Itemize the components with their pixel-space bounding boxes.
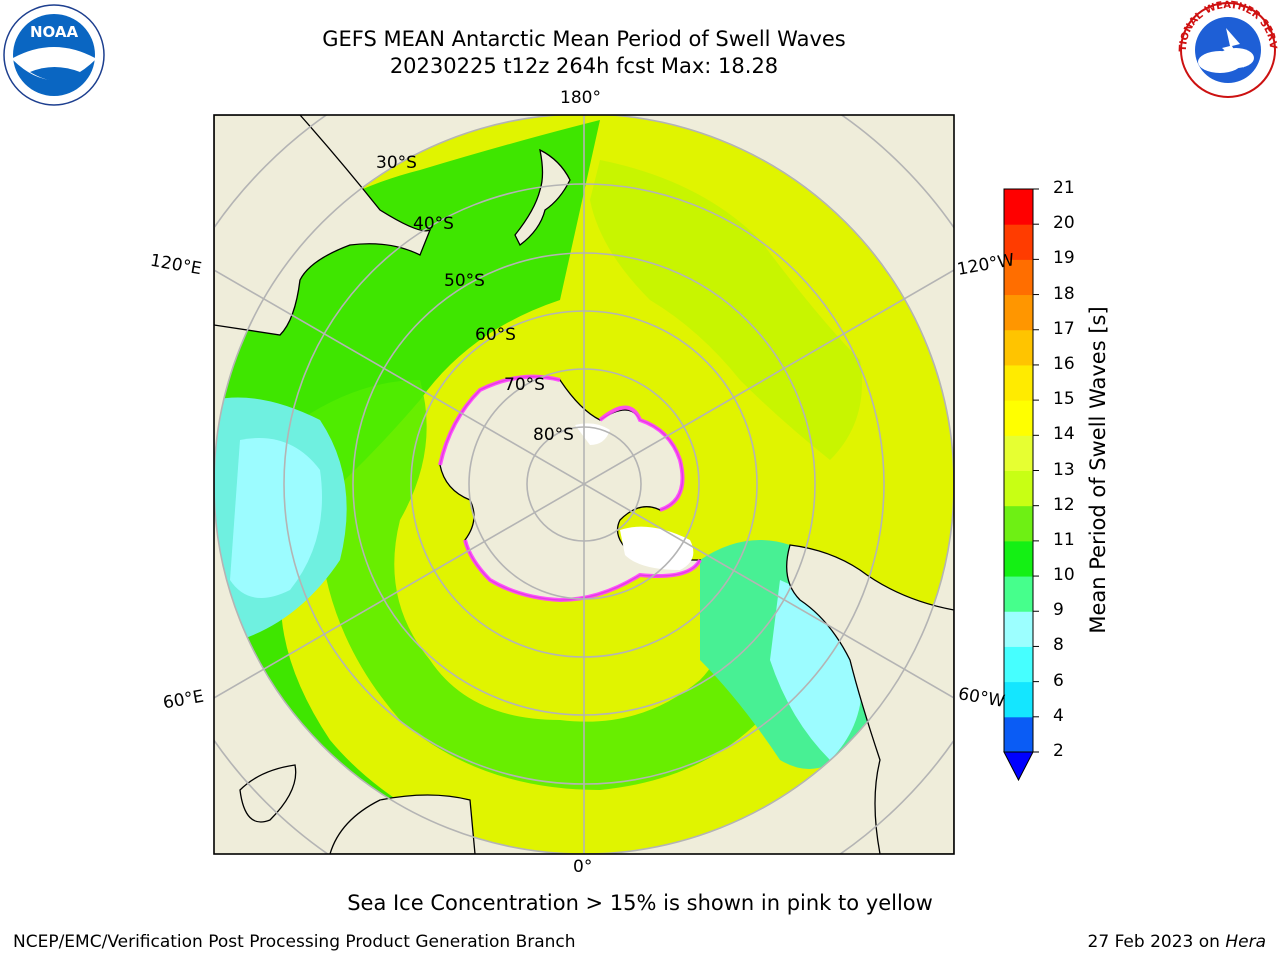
africa-landmass <box>329 794 476 854</box>
chart-title: GEFS MEAN Antarctic Mean Period of Swell… <box>322 27 846 51</box>
colorbar-tick-label: 15 <box>1053 389 1075 410</box>
ocean-lightcyan-east <box>770 580 862 760</box>
colorbar-tick-label: 10 <box>1053 565 1075 586</box>
colorbar-tick-label: 19 <box>1053 248 1075 269</box>
footer-credit: NCEP/EMC/Verification Post Processing Pr… <box>13 932 576 952</box>
south-america-landmass <box>786 544 954 854</box>
colorbar-tick-label: 8 <box>1053 635 1064 656</box>
colorbar-tick-label: 12 <box>1053 494 1075 515</box>
map-area <box>214 115 954 854</box>
lat-label-80s: 80°S <box>533 425 574 445</box>
lon-label-0: 0° <box>573 857 593 877</box>
colorbar-segment <box>1004 576 1033 612</box>
colorbar-segment <box>1004 681 1033 718</box>
colorbar-segment <box>1004 540 1033 577</box>
lat-label-50s: 50°S <box>444 271 485 291</box>
new-zealand-landmass <box>514 148 571 246</box>
colorbar-tick-label: 4 <box>1053 705 1064 726</box>
latitude-labels: 30°S 40°S 50°S 60°S 70°S 80°S <box>376 153 574 445</box>
lat-label-40s: 40°S <box>413 214 454 234</box>
graticule <box>214 115 954 854</box>
ocean-green-band-west <box>214 120 600 854</box>
nws-logo: NATIONAL WEATHER SERVICE <box>0 0 1278 98</box>
footer-system: Hera <box>1225 932 1266 952</box>
colorbar-tick-label: 14 <box>1053 424 1075 445</box>
ocean-lightcyan-west <box>230 438 322 598</box>
colorbar-tick-label: 13 <box>1053 459 1075 480</box>
map-frame <box>213 114 955 855</box>
colorbar-tick-label: 21 <box>1053 178 1075 198</box>
nws-logo-text: NATIONAL WEATHER SERVICE <box>0 0 1278 52</box>
sea-ice-caption: Sea Ice Concentration > 15% is shown in … <box>347 891 933 915</box>
colorbar-segment <box>1004 505 1033 542</box>
noaa-logo-text: NOAA <box>30 23 79 41</box>
colorbar-tick-label: 17 <box>1053 318 1075 339</box>
colorbar-tick-label: 9 <box>1053 600 1064 621</box>
colorbar-tick-label: 16 <box>1053 353 1075 374</box>
colorbar-label: Mean Period of Swell Waves [s] <box>1086 306 1110 634</box>
australia-landmass <box>214 115 432 336</box>
ocean-lime-patch <box>590 160 862 460</box>
colorbar-segment <box>1004 189 1033 225</box>
footer-date: 27 Feb 2023 on Hera <box>1088 932 1266 952</box>
colorbar-segment <box>1004 400 1033 436</box>
colorbar-tick-label: 18 <box>1053 283 1075 304</box>
footer-date-text: 27 Feb 2023 on <box>1087 932 1226 952</box>
lat-label-60s: 60°S <box>475 325 516 345</box>
colorbar-segment <box>1004 716 1033 753</box>
colorbar-segment <box>1004 364 1033 401</box>
meridian-60e-120w <box>214 269 954 699</box>
colorbar-underflow-triangle <box>1003 751 1034 782</box>
colorbar-tick-label: 11 <box>1053 529 1075 550</box>
lat-label-70s: 70°S <box>504 375 545 395</box>
colorbar-segment <box>1004 329 1033 366</box>
colorbar-tick-label: 6 <box>1053 670 1064 691</box>
colorbar-segment <box>1004 294 1033 331</box>
ocean-green-band-south <box>300 380 796 790</box>
madagascar-landmass <box>239 764 297 823</box>
lat-label-30s: 30°S <box>376 153 417 173</box>
colorbar-tick-label: 20 <box>1053 213 1075 234</box>
colorbar-segment <box>1004 435 1033 471</box>
colorbar <box>1003 188 1039 782</box>
colorbar-segment <box>1004 646 1033 683</box>
colorbar-segment <box>1004 611 1033 647</box>
sea-ice-edge <box>438 374 702 603</box>
lon-label-180: 180° <box>560 88 601 108</box>
noaa-logo: NOAA <box>3 4 105 106</box>
colorbar-segment <box>1004 224 1033 260</box>
colorbar-tick-label: 2 <box>1053 741 1064 761</box>
colorbar-segment <box>1004 470 1033 507</box>
colorbar-segment <box>1004 259 1033 296</box>
chart-subtitle: 20230225 t12z 264h fcst Max: 18.28 <box>389 54 779 78</box>
